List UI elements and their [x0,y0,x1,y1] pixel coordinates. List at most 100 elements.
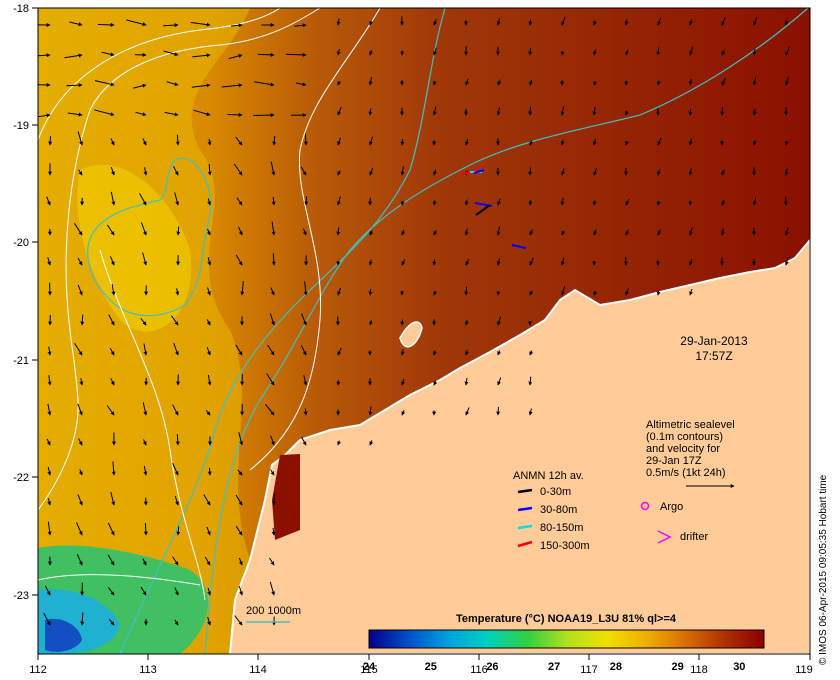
velocity-arrow [207,163,212,176]
velocity-arrow [69,21,83,27]
velocity-arrow [336,196,341,206]
velocity-arrow [237,469,243,476]
velocity-arrow [174,587,179,596]
velocity-arrow [784,140,789,146]
argo-marker-icon [640,501,650,511]
credit-text: © IMOS 06-Apr-2015 09:05:35 Hobart time [818,474,829,665]
velocity-arrow [235,344,243,356]
velocity-arrow [336,48,341,56]
velocity-arrow [271,527,276,536]
velocity-arrow [270,287,275,296]
velocity-arrow [625,49,630,56]
velocity-arrow [175,434,180,446]
velocity-arrow [207,257,212,266]
velocity-arrows [38,16,790,626]
velocity-arrow [140,317,147,326]
velocity-arrow [140,586,147,596]
velocity-arrow [93,109,115,117]
velocity-arrow [656,47,661,56]
velocity-arrow [64,53,83,59]
timestamp-date: 29-Jan-2013 [680,334,748,348]
velocity-arrow [561,16,566,26]
sealevel-contour [99,249,206,601]
lon-tick-label: 118 [690,664,708,676]
velocity-arrow [432,80,437,86]
velocity-arrow [688,200,693,206]
velocity-arrow [657,17,662,26]
velocity-arrow [560,106,565,116]
velocity-arrow [207,587,212,596]
velocity-arrow [624,19,629,26]
velocity-arrow [529,229,534,236]
lon-tick-label: 116 [470,664,488,676]
velocity-arrow [656,290,661,296]
velocity-arrow [496,18,501,26]
velocity-arrow [254,81,275,87]
velocity-arrow [784,227,789,236]
colorbar-title: Temperature (°C) NOAA19_L3U 81% ql>=4 [456,613,677,625]
velocity-arrow [175,134,180,146]
anmn-legend-swatch [517,540,533,548]
velocity-arrow [191,83,211,88]
velocity-arrow [238,557,243,566]
colorbar-tick-label: 30 [733,661,745,673]
velocity-arrow [143,465,148,476]
velocity-arrow [269,581,276,596]
velocity-arrow [369,20,374,26]
velocity-arrow [110,167,115,176]
velocity-arrow [207,138,212,146]
velocity-arrow [593,291,598,296]
velocity-arrow [172,165,179,176]
anmn-vector [475,204,491,216]
velocity-arrow [108,587,115,596]
velocity-arrow [110,138,115,146]
velocity-arrow [721,16,726,26]
velocity-arrow [721,49,726,56]
sealevel-contour [249,8,381,471]
velocity-arrow [204,556,211,566]
land [272,454,300,540]
velocity-arrow [657,229,662,236]
bathy-contour-1000m [119,8,446,654]
velocity-arrow [560,139,565,146]
velocity-arrow [688,109,693,116]
velocity-arrow [79,378,84,386]
colorbar-tick-label: 24 [363,661,376,673]
velocity-arrow [369,49,373,56]
lat-tick-label: -22 [13,472,29,484]
drifter-marker-icon [657,530,672,544]
velocity-arrow [529,257,534,266]
velocity-arrow [304,196,309,206]
velocity-arrow [400,348,405,356]
velocity-arrow [47,403,52,416]
velocity-arrow [301,437,307,446]
velocity-arrow [240,281,245,296]
velocity-arrow [433,291,438,296]
cold-water-patch [45,618,82,652]
velocity-arrow [401,378,405,386]
velocity-arrow [164,111,179,117]
colorbar-tick-label: 27 [548,661,560,673]
sealevel-contour [65,8,321,331]
velocity-arrow [433,47,437,56]
anmn-legend-swatch [517,524,533,530]
bathy-contour-1000m [87,157,212,317]
land [228,238,810,654]
velocity-arrow [227,112,243,117]
velocity-arrow [657,169,661,176]
velocity-arrow [174,192,180,206]
velocity-arrow [108,618,115,626]
velocity-arrow [235,494,243,506]
velocity-arrow [125,19,147,27]
velocity-arrow [231,23,243,28]
velocity-arrow [592,106,597,116]
velocity-arrow [221,83,243,88]
velocity-arrow [593,229,598,236]
velocity-arrow [77,257,83,266]
anmn-vector [511,244,527,249]
velocity-arrow [78,469,83,476]
velocity-arrow [464,228,469,236]
velocity-arrow [206,319,211,326]
velocity-arrow [303,408,308,416]
anmn-legend-swatch [517,506,533,512]
